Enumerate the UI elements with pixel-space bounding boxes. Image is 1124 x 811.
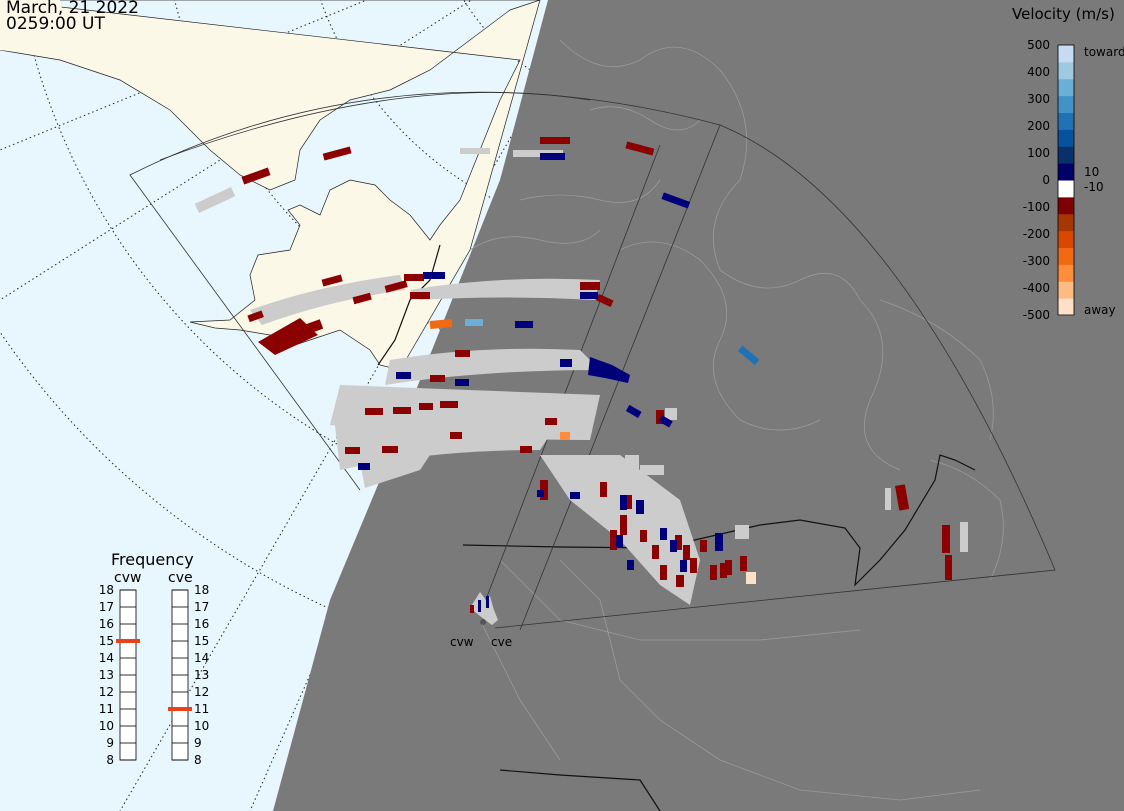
frequency-tick-label: 14 <box>194 651 209 665</box>
colorbar-tick-label: 500 <box>1027 38 1050 52</box>
frequency-tick-label: 13 <box>99 668 114 682</box>
frequency-tick-label: 8 <box>194 753 202 767</box>
frequency-tick-label: 14 <box>99 651 114 665</box>
colorbar-tick-label: -300 <box>1023 254 1050 268</box>
timestamp-header: March, 21 2022 0259:00 UT <box>6 0 139 34</box>
frequency-indicator <box>168 707 192 711</box>
colorbar-tick-label: -200 <box>1023 227 1050 241</box>
colorbar-tick-label: 200 <box>1027 119 1050 133</box>
header-time: 0259:00 UT <box>6 14 105 34</box>
colorbar-ten-label: 10 <box>1084 165 1099 179</box>
frequency-tick-label: 15 <box>99 634 114 648</box>
colorbar-cell <box>1058 112 1074 130</box>
colorbar-neg-ten-label: -10 <box>1084 180 1104 194</box>
colorbar-cell <box>1058 196 1074 215</box>
colorbar-tick-label: 100 <box>1027 146 1050 160</box>
frequency-tick-label: 17 <box>99 600 114 614</box>
frequency-scale-cve: 18 17 16 15 14 13 12 11 10 9 8 <box>168 583 209 767</box>
land-far-nw <box>0 0 70 55</box>
velocity-high <box>429 319 760 584</box>
colorbar-frame <box>1057 44 1075 316</box>
colorbar-tick-label: 300 <box>1027 92 1050 106</box>
colorbar-tick-label: 0 <box>1042 173 1050 187</box>
frequency-scale-cvw: 18 17 16 15 14 13 12 11 10 9 8 <box>99 583 140 767</box>
colorbar-ticks: 500 400 300 200 100 0 -100 -200 -300 -400 -500 <box>1023 38 1050 322</box>
radar-label-cvw: cvw <box>450 635 474 649</box>
colorbar-tick-label: -500 <box>1023 308 1050 322</box>
frequency-right-radar: cve <box>168 570 193 586</box>
colorbar-cell <box>1058 129 1074 147</box>
colorbar-cells <box>1058 45 1074 316</box>
frequency-panel: Frequency cvw cve 18 17 16 15 14 13 12 11 10 9 8 1… <box>99 550 210 767</box>
colorbar-tick-label: -400 <box>1023 281 1050 295</box>
frequency-tick-label: 18 <box>194 583 209 597</box>
radar-label-cve: cve <box>491 635 512 649</box>
colorbar-cell <box>1058 61 1074 80</box>
frequency-tick-label: 16 <box>194 617 209 631</box>
colorbar-cell <box>1058 264 1074 282</box>
colorbar-cell <box>1058 298 1074 316</box>
frequency-tick-label: 10 <box>194 719 209 733</box>
colorbar-title: Velocity (m/s) <box>1012 5 1115 23</box>
radar-fov <box>129 91 1056 631</box>
colorbar-tick-label: -100 <box>1023 200 1050 214</box>
frequency-left-radar: cvw <box>114 570 141 586</box>
colorbar-cell <box>1058 163 1074 181</box>
header-date: March, 21 2022 <box>6 0 139 18</box>
colorbar-tick-label: 400 <box>1027 65 1050 79</box>
frequency-tick-label: 10 <box>99 719 114 733</box>
radar-sites <box>470 592 498 625</box>
frequency-indicator <box>116 639 140 643</box>
frequency-tick-label: 13 <box>194 668 209 682</box>
colorbar-cell <box>1058 146 1074 164</box>
frequency-tick-label: 15 <box>194 634 209 648</box>
colorbar-cell <box>1058 180 1074 198</box>
colorbar-cell <box>1058 78 1074 97</box>
colorbar-toward-label: toward <box>1084 45 1124 59</box>
frequency-tick-label: 11 <box>194 702 209 716</box>
colorbar-cell <box>1058 230 1074 249</box>
frequency-tick-label: 18 <box>99 583 114 597</box>
frequency-tick-label: 12 <box>99 685 114 699</box>
frequency-tick-label: 11 <box>99 702 114 716</box>
colorbar-cell <box>1058 281 1074 299</box>
radar-site-marker <box>480 619 486 625</box>
velocity-positive <box>358 153 723 572</box>
night-coastlines <box>469 39 1004 801</box>
colorbar-cell <box>1058 45 1074 63</box>
frequency-tick-label: 12 <box>194 685 209 699</box>
colorbar-cell <box>1058 247 1074 265</box>
frequency-tick-label: 9 <box>106 736 114 750</box>
frequency-tick-label: 9 <box>194 736 202 750</box>
frequency-title: Frequency <box>111 550 194 569</box>
colorbar-cell <box>1058 95 1074 114</box>
colorbar-cell <box>1058 213 1074 232</box>
frequency-tick-label: 16 <box>99 617 114 631</box>
colorbar-away-label: away <box>1084 303 1116 317</box>
velocity-colorbar: Velocity (m/s) 500 400 300 200 100 0 -100 -200 -… <box>1012 5 1124 322</box>
frequency-tick-label: 8 <box>106 753 114 767</box>
frequency-tick-label: 17 <box>194 600 209 614</box>
